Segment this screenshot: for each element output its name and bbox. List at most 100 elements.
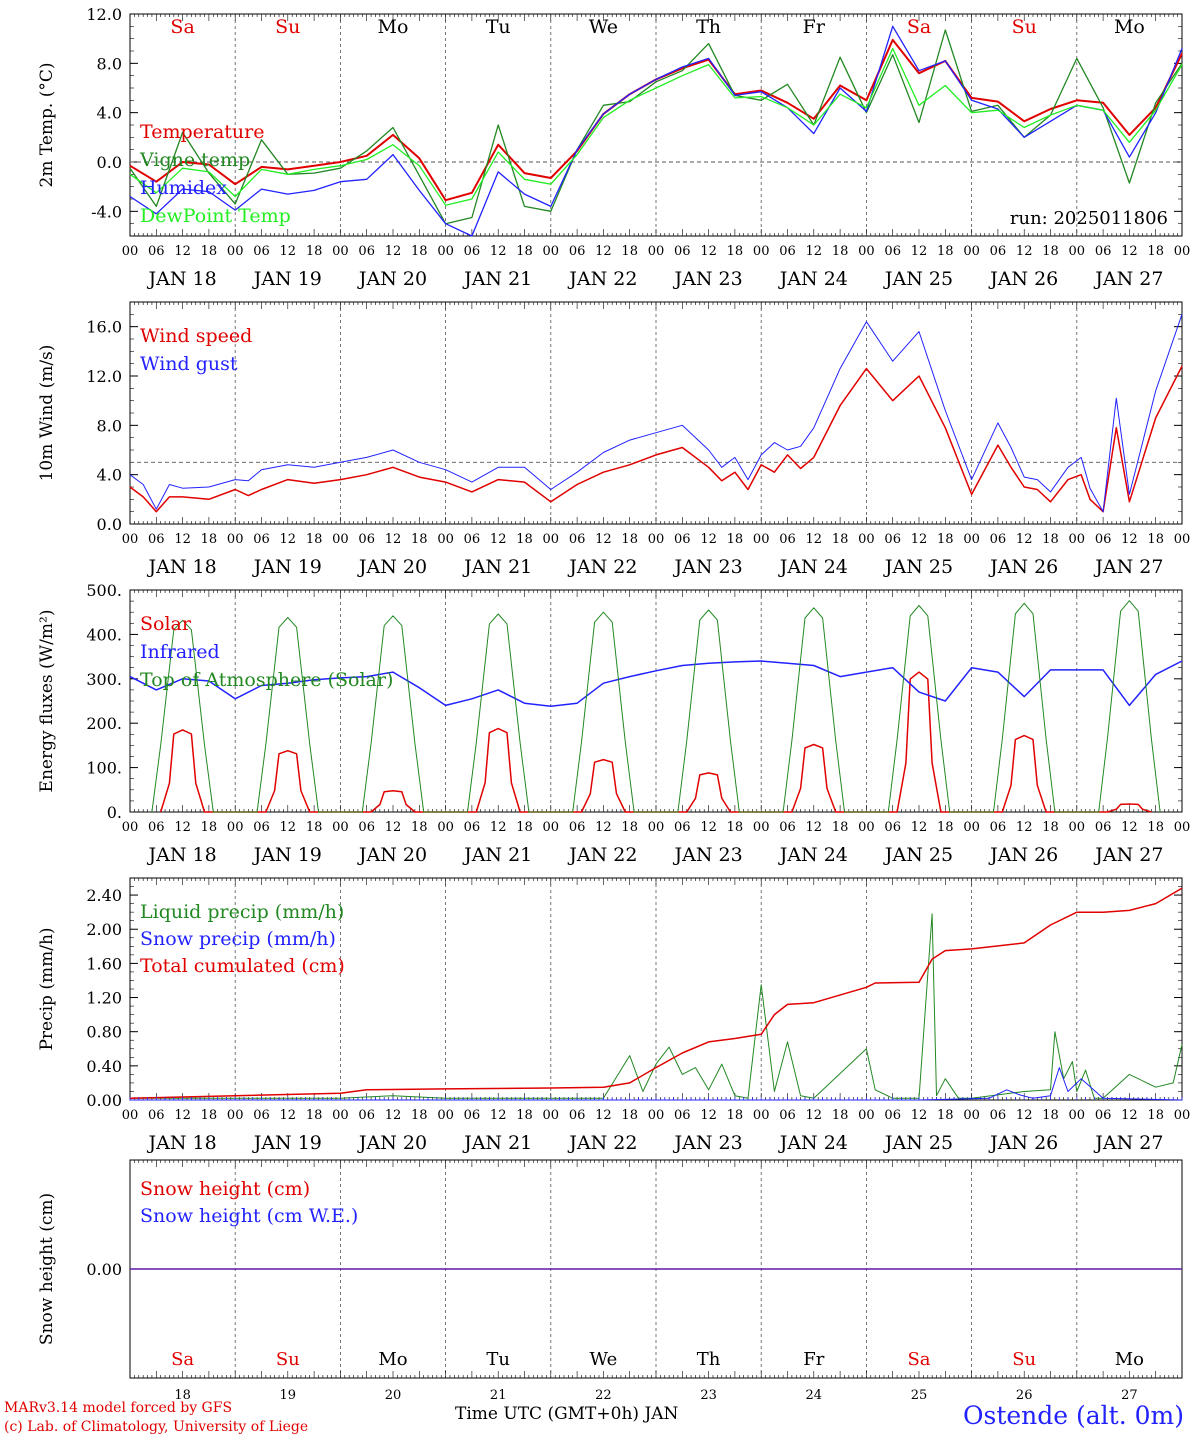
day-name: Th [696, 16, 721, 38]
hour-label: 12 [700, 532, 717, 547]
panel-wind: 0.0 4.0 8.0 12.0 16.0 10m Wind (m/s) Wind spee… [37, 301, 1190, 578]
hour-label: 18 [306, 532, 323, 547]
day-number: 20 [385, 1388, 402, 1403]
day-name: We [589, 16, 618, 38]
date-label: JAN 27 [1093, 844, 1163, 866]
hour-label: 06 [253, 820, 270, 835]
y-axis-label: 2m Temp. (°C) [37, 62, 57, 187]
hour-label: 18 [516, 532, 533, 547]
date-label: JAN 26 [988, 556, 1058, 578]
hour-label: 12 [806, 244, 823, 259]
hour-label: 00 [858, 532, 875, 547]
hour-label: 18 [1147, 1108, 1164, 1123]
date-label: JAN 19 [252, 556, 322, 578]
date-label: JAN 21 [462, 1132, 532, 1154]
hour-label: 12 [595, 820, 612, 835]
hour-label: 06 [674, 532, 691, 547]
hour-label: 06 [884, 244, 901, 259]
hour-label: 00 [122, 1108, 139, 1123]
date-label: JAN 22 [567, 268, 637, 290]
hour-label: 06 [148, 244, 165, 259]
hour-label: 18 [727, 820, 744, 835]
day-number: 25 [911, 1388, 928, 1403]
date-label: JAN 27 [1093, 556, 1163, 578]
day-number: 24 [806, 1388, 823, 1403]
hour-label: 00 [963, 1108, 980, 1123]
legend-entry: Temperature [140, 121, 264, 143]
hour-label: 00 [1174, 1108, 1191, 1123]
hour-label: 00 [648, 244, 665, 259]
hour-label: 00 [227, 532, 244, 547]
day-number: 22 [595, 1388, 612, 1403]
legend-entry: Liquid precip (mm/h) [140, 901, 344, 923]
date-label: JAN 24 [778, 844, 848, 866]
hour-label: 12 [174, 820, 191, 835]
hour-label: 18 [1147, 820, 1164, 835]
day-name: Su [276, 1349, 300, 1370]
hour-label: 06 [148, 820, 165, 835]
hour-label: 00 [122, 532, 139, 547]
hour-label: 00 [858, 820, 875, 835]
hour-label: 18 [1042, 820, 1059, 835]
hour-label: 06 [884, 532, 901, 547]
day-number: 21 [490, 1388, 507, 1403]
hour-label: 12 [490, 820, 507, 835]
hour-label: 06 [569, 244, 586, 259]
hour-label: 00 [1069, 1108, 1086, 1123]
hour-label: 00 [1174, 820, 1191, 835]
y-axis-label: Precip (mm/h) [37, 927, 57, 1050]
panel-precip: 0.00 0.40 0.80 1.20 1.60 2.00 2.40 Precip (mm/h… [37, 877, 1191, 1154]
y-tick-label: 500. [86, 581, 122, 600]
day-name: We [590, 1349, 618, 1370]
hour-label: 18 [832, 1108, 849, 1123]
series-line-liquid-precip-mm-h- [130, 913, 1183, 1099]
hour-label: 06 [674, 244, 691, 259]
y-tick-label: 4.0 [97, 466, 122, 485]
hour-label: 00 [227, 244, 244, 259]
hour-label: 12 [595, 244, 612, 259]
hour-label: 00 [648, 532, 665, 547]
hour-label: 00 [227, 820, 244, 835]
panel-flux: 0. 100. 200. 300. 400. 500. Energy fluxes (W/m… [37, 581, 1190, 866]
y-tick-label: 0.40 [86, 1057, 122, 1076]
hour-label: 00 [437, 1108, 454, 1123]
date-label: JAN 25 [883, 268, 953, 290]
day-name: Mo [378, 1349, 407, 1370]
y-tick-label: 12.0 [86, 5, 122, 24]
date-label: JAN 24 [778, 268, 848, 290]
y-tick-label: 0.00 [86, 1091, 122, 1110]
date-label: JAN 23 [673, 844, 743, 866]
hour-label: 12 [280, 532, 297, 547]
run-annotation: run: 2025011806 [1010, 208, 1168, 229]
y-axis-label: 10m Wind (m/s) [37, 345, 57, 482]
hour-label: 06 [1095, 820, 1112, 835]
hour-label: 12 [1121, 820, 1138, 835]
hour-label: 06 [358, 820, 375, 835]
day-name: Sa [907, 1349, 930, 1370]
y-axis-label: Snow height (cm) [37, 1193, 57, 1345]
day-name: Th [697, 1349, 721, 1370]
hour-label: 06 [674, 1108, 691, 1123]
hour-label: 18 [201, 1108, 218, 1123]
y-tick-label: 2.40 [86, 886, 122, 905]
hour-label: 18 [1042, 532, 1059, 547]
hour-label: 18 [832, 244, 849, 259]
date-label: JAN 26 [988, 1132, 1058, 1154]
y-tick-label: -4.0 [91, 202, 122, 221]
hour-label: 18 [727, 244, 744, 259]
hour-label: 00 [543, 532, 560, 547]
hour-label: 00 [332, 1108, 349, 1123]
hour-label: 12 [700, 244, 717, 259]
hour-label: 00 [122, 244, 139, 259]
y-tick-label: 1.20 [86, 989, 122, 1008]
y-tick-label: 2.00 [86, 920, 122, 939]
hour-label: 00 [543, 1108, 560, 1123]
hour-label: 18 [411, 244, 428, 259]
hour-label: 12 [280, 1108, 297, 1123]
hour-label: 18 [201, 244, 218, 259]
panel-snow: 0.00 Snow height (cm) Snow height (cm) Snow… [37, 1159, 1183, 1403]
hour-label: 06 [569, 1108, 586, 1123]
hour-label: 12 [911, 1108, 928, 1123]
y-tick-label: 12.0 [86, 367, 122, 386]
hour-label: 00 [753, 1108, 770, 1123]
